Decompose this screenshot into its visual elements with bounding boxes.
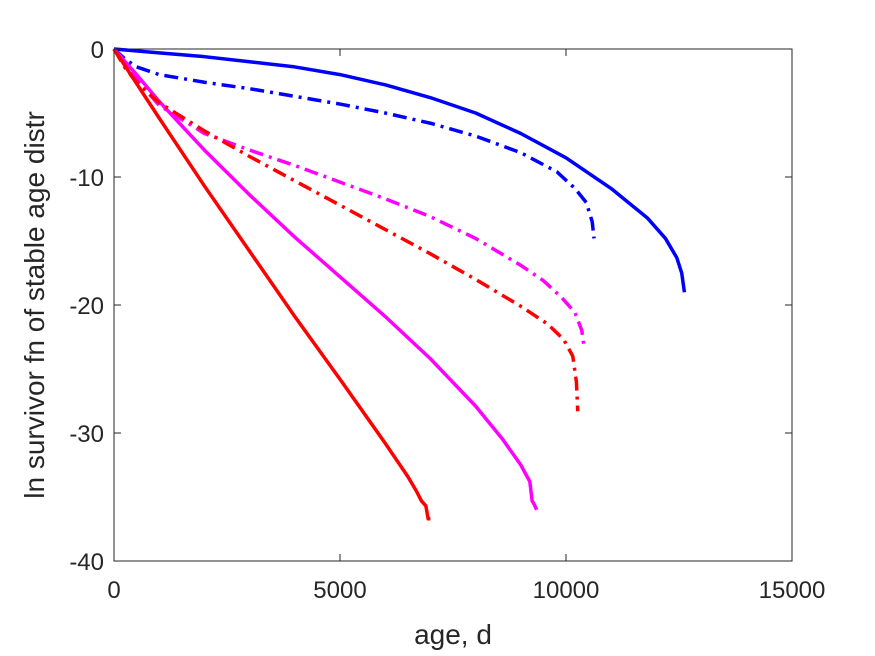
series-line-5 bbox=[112, 48, 431, 521]
y-tick-label: -30 bbox=[69, 421, 104, 448]
y-tick-label: -10 bbox=[69, 165, 104, 192]
series-line-3 bbox=[112, 47, 539, 511]
y-tick-label: -20 bbox=[69, 293, 104, 320]
x-tick-label: 5000 bbox=[313, 577, 366, 604]
series-line-2 bbox=[112, 47, 596, 239]
x-axis-label: age, d bbox=[414, 619, 492, 650]
y-tick-label: 0 bbox=[91, 37, 104, 64]
x-tick-label: 0 bbox=[107, 577, 120, 604]
series-layer bbox=[112, 47, 687, 521]
plot-area bbox=[113, 48, 793, 562]
series-line-6 bbox=[112, 48, 580, 412]
tick-layer: 0 5000 10000 15000 0 -10 -20 -30 -40 bbox=[69, 37, 825, 604]
x-tick-label: 15000 bbox=[759, 577, 826, 604]
x-tick-label: 10000 bbox=[533, 577, 600, 604]
y-axis-label: ln survivor fn of stable age distr bbox=[19, 111, 50, 499]
series-line-1 bbox=[113, 47, 687, 293]
y-tick-label: -40 bbox=[69, 549, 104, 576]
